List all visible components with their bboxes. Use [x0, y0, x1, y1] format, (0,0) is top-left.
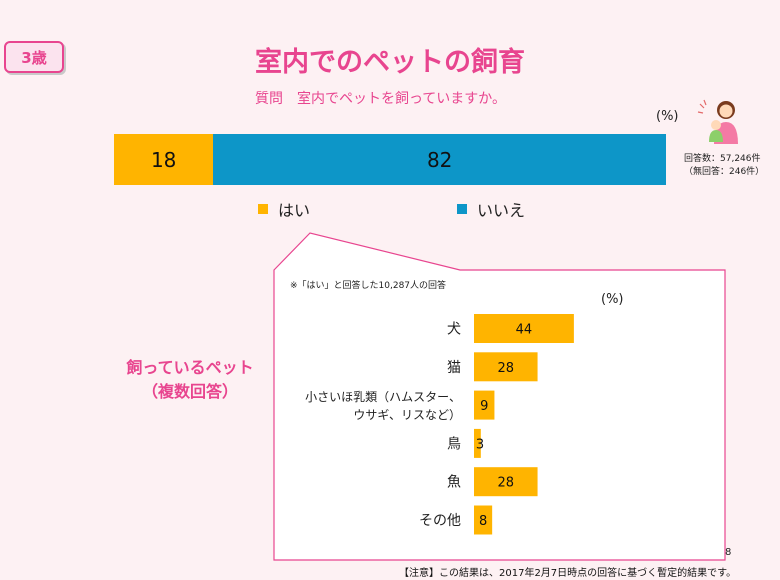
pet-bar-2 [474, 390, 495, 420]
legend-no: いいえ [457, 197, 525, 221]
respondent-count: 回答数：57,246件 （無回答：246件） [684, 153, 764, 179]
bar-value-no: 82 [426, 147, 453, 172]
pet-bar-value-0: 44 [516, 323, 533, 338]
pets-title-line1: 飼っているペット [126, 358, 254, 377]
pets-title-line2: （複数回答） [141, 382, 238, 401]
pet-label-4: 魚 [447, 475, 461, 491]
legend-label-yes: はい [278, 201, 311, 220]
mother-child-icon [697, 99, 738, 144]
pet-bar-value-2: 9 [480, 399, 488, 414]
bar-segment-yes: 18 [114, 134, 214, 185]
pet-bar-value-3: 3 [476, 437, 484, 452]
pet-bar-4 [474, 467, 538, 497]
legend-swatch-no [457, 204, 467, 214]
stacked-bar: 18 82 [114, 134, 666, 185]
respondent-count-line2: （無回答：246件） [684, 167, 765, 177]
page-title: 室内でのペットの飼育 [255, 47, 525, 78]
pet-bar-5 [474, 505, 493, 535]
legend-yes: はい [258, 197, 310, 221]
bar-value-yes: 18 [150, 147, 177, 172]
pet-bar-value-5: 8 [479, 514, 487, 529]
footer-note: 【注意】この結果は、2017年2月7日時点の回答に基づく暫定的結果です。 [399, 568, 737, 579]
question-text: 質問 室内でペットを飼っていますか。 [255, 91, 507, 107]
pet-label-1: 猫 [447, 360, 461, 376]
page-number: 8 [725, 547, 732, 558]
percent-unit-main: (%) [656, 109, 679, 124]
pet-label-2-1: ウサギ、リスなど） [353, 408, 461, 422]
pet-bar-value-1: 28 [498, 361, 515, 376]
pet-bar-0 [474, 314, 574, 343]
age-badge: 3歳 [4, 41, 64, 73]
pet-bar-value-4: 28 [498, 476, 515, 491]
pet-label-2-0: 小さいほ乳類（ハムスター、 [305, 390, 461, 404]
pet-label-0: 犬 [447, 322, 461, 338]
pet-label-3: 鳥 [447, 436, 461, 452]
pet-label-5: その他 [419, 513, 461, 529]
respondent-count-line1: 回答数：57,246件 [684, 154, 761, 164]
sub-note: ※「はい」と回答した10,287人の回答 [290, 281, 447, 291]
pet-bar-3 [474, 428, 481, 458]
legend-swatch-yes [258, 204, 268, 214]
pet-bar-1 [474, 352, 538, 382]
percent-unit-pets: (%) [601, 292, 624, 307]
legend-label-no: いいえ [477, 201, 526, 220]
bar-segment-no: 82 [213, 134, 666, 185]
pets-title: 飼っているペット （複数回答） [100, 356, 280, 404]
